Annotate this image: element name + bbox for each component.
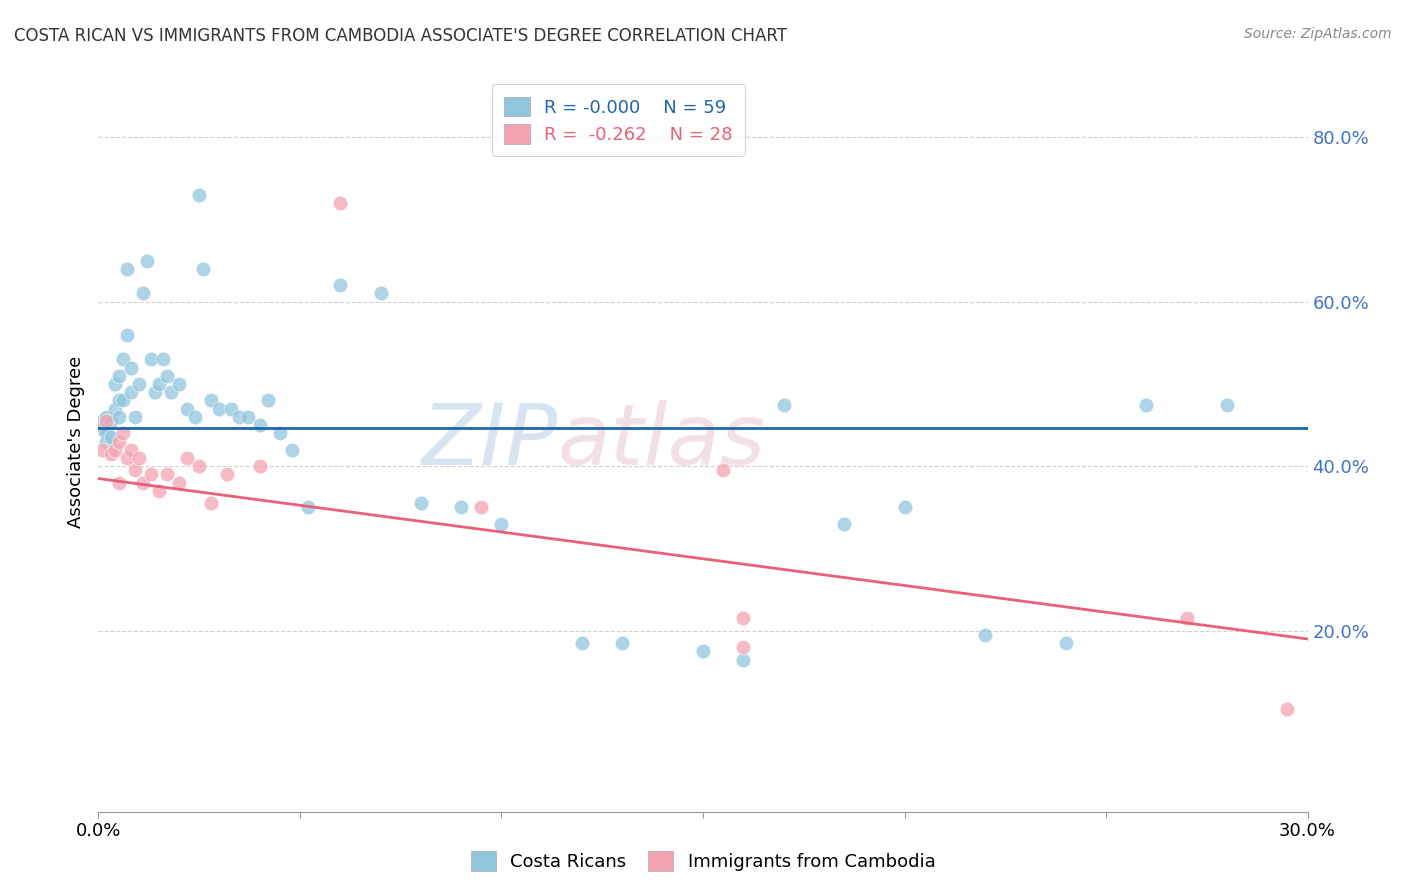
- Point: [200, 393, 222, 408]
- Point: [409, 496, 432, 510]
- Point: [115, 450, 138, 465]
- Point: [329, 196, 352, 211]
- Point: [228, 409, 250, 424]
- Point: [167, 376, 190, 391]
- Point: [115, 327, 138, 342]
- Point: [148, 376, 170, 391]
- Text: COSTA RICAN VS IMMIGRANTS FROM CAMBODIA ASSOCIATE'S DEGREE CORRELATION CHART: COSTA RICAN VS IMMIGRANTS FROM CAMBODIA …: [14, 27, 787, 45]
- Point: [132, 475, 155, 490]
- Point: [249, 418, 271, 433]
- Point: [148, 483, 170, 498]
- Point: [96, 414, 118, 428]
- Point: [103, 401, 125, 416]
- Point: [139, 352, 162, 367]
- Point: [100, 430, 122, 444]
- Point: [176, 450, 198, 465]
- Point: [217, 467, 239, 482]
- Point: [450, 500, 472, 515]
- Point: [1277, 702, 1299, 716]
- Point: [1216, 398, 1239, 412]
- Point: [329, 278, 352, 293]
- Text: atlas: atlas: [558, 400, 766, 483]
- Point: [256, 393, 278, 408]
- Point: [132, 286, 155, 301]
- Point: [111, 426, 134, 441]
- Point: [135, 253, 157, 268]
- Point: [832, 516, 855, 531]
- Point: [692, 644, 714, 658]
- Point: [91, 414, 114, 428]
- Point: [96, 426, 118, 441]
- Point: [160, 385, 183, 400]
- Point: [236, 409, 259, 424]
- Point: [91, 442, 114, 457]
- Point: [100, 447, 122, 461]
- Point: [167, 475, 190, 490]
- Point: [139, 467, 162, 482]
- Point: [120, 385, 142, 400]
- Point: [470, 500, 492, 515]
- Point: [733, 611, 755, 625]
- Point: [115, 261, 138, 276]
- Point: [128, 450, 150, 465]
- Point: [107, 368, 129, 383]
- Y-axis label: Associate's Degree: Associate's Degree: [66, 355, 84, 528]
- Point: [893, 500, 915, 515]
- Point: [91, 422, 114, 436]
- Point: [124, 463, 146, 477]
- Point: [188, 459, 211, 474]
- Point: [733, 652, 755, 666]
- Point: [176, 401, 198, 416]
- Point: [370, 286, 392, 301]
- Point: [156, 467, 179, 482]
- Point: [107, 434, 129, 449]
- Point: [612, 636, 634, 650]
- Point: [221, 401, 243, 416]
- Point: [107, 475, 129, 490]
- Point: [100, 414, 122, 428]
- Point: [571, 636, 593, 650]
- Point: [281, 442, 304, 457]
- Point: [128, 376, 150, 391]
- Point: [269, 426, 291, 441]
- Point: [96, 434, 118, 449]
- Text: Source: ZipAtlas.com: Source: ZipAtlas.com: [1244, 27, 1392, 41]
- Point: [249, 459, 271, 474]
- Point: [103, 442, 125, 457]
- Point: [1054, 636, 1077, 650]
- Point: [111, 393, 134, 408]
- Point: [297, 500, 319, 515]
- Point: [711, 463, 734, 477]
- Legend: Costa Ricans, Immigrants from Cambodia: Costa Ricans, Immigrants from Cambodia: [464, 844, 942, 879]
- Point: [152, 352, 174, 367]
- Point: [733, 640, 755, 655]
- Point: [107, 409, 129, 424]
- Point: [120, 360, 142, 375]
- Point: [156, 368, 179, 383]
- Point: [208, 401, 231, 416]
- Point: [772, 398, 794, 412]
- Point: [188, 187, 211, 202]
- Point: [143, 385, 166, 400]
- Point: [111, 352, 134, 367]
- Point: [1135, 398, 1157, 412]
- Point: [107, 393, 129, 408]
- Legend: R = -0.000    N = 59, R =  -0.262    N = 28: R = -0.000 N = 59, R = -0.262 N = 28: [492, 84, 745, 156]
- Point: [120, 442, 142, 457]
- Point: [184, 409, 207, 424]
- Point: [1175, 611, 1198, 625]
- Point: [491, 516, 513, 531]
- Point: [103, 376, 125, 391]
- Point: [96, 409, 118, 424]
- Point: [193, 261, 215, 276]
- Point: [124, 409, 146, 424]
- Point: [200, 496, 222, 510]
- Point: [974, 628, 997, 642]
- Text: ZIP: ZIP: [422, 400, 558, 483]
